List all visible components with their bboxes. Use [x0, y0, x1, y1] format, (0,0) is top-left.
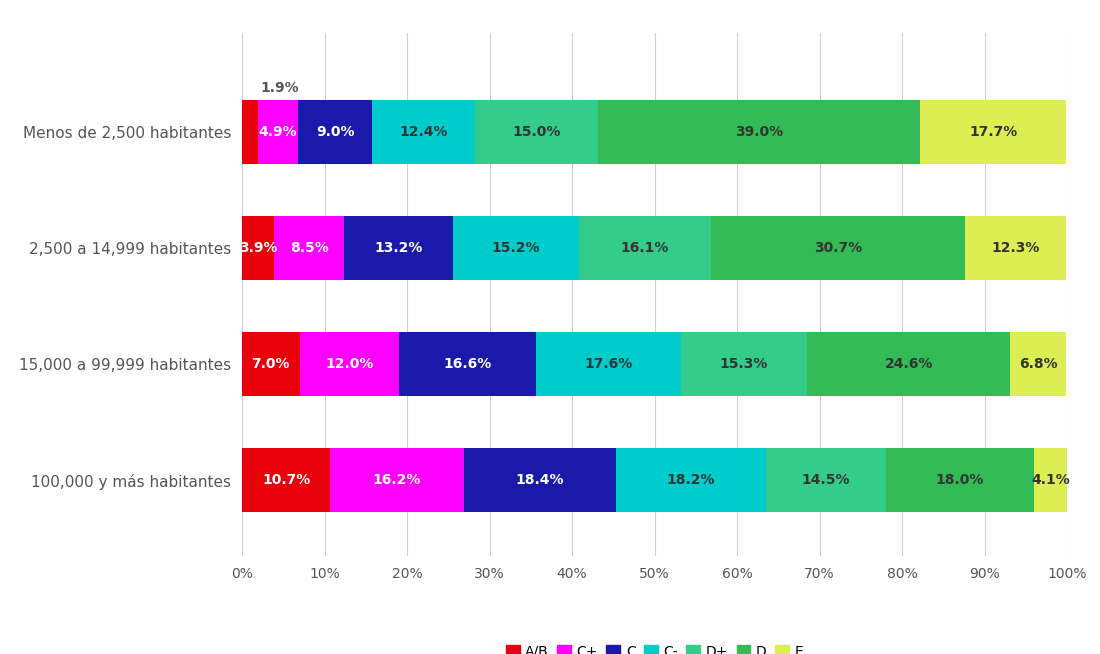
Bar [330, 449, 464, 512]
Bar [536, 332, 681, 396]
Bar [579, 216, 712, 280]
Bar [712, 216, 965, 280]
Bar [965, 216, 1066, 280]
Text: 15.3%: 15.3% [719, 357, 768, 371]
Text: 12.3%: 12.3% [991, 241, 1040, 255]
Text: 8.5%: 8.5% [290, 241, 329, 255]
Bar [274, 216, 344, 280]
Text: 16.2%: 16.2% [373, 473, 421, 487]
Text: 16.6%: 16.6% [443, 357, 492, 371]
Bar [298, 99, 372, 164]
Text: 24.6%: 24.6% [884, 357, 933, 371]
Text: 39.0%: 39.0% [735, 124, 783, 139]
Bar [299, 332, 398, 396]
Bar [807, 332, 1010, 396]
Bar [1034, 449, 1068, 512]
Text: 15.0%: 15.0% [513, 124, 561, 139]
Text: 18.4%: 18.4% [516, 473, 564, 487]
Bar [920, 99, 1066, 164]
Bar [1010, 332, 1066, 396]
Text: 17.6%: 17.6% [584, 357, 632, 371]
Bar [453, 216, 579, 280]
Bar [344, 216, 453, 280]
Text: 4.9%: 4.9% [258, 124, 297, 139]
Text: 4.1%: 4.1% [1032, 473, 1070, 487]
Bar [886, 449, 1034, 512]
Text: 14.5%: 14.5% [802, 473, 850, 487]
Text: 30.7%: 30.7% [814, 241, 862, 255]
Text: 18.2%: 18.2% [667, 473, 715, 487]
Bar [464, 449, 616, 512]
Text: 10.7%: 10.7% [262, 473, 310, 487]
Text: 15.2%: 15.2% [492, 241, 540, 255]
Text: 13.2%: 13.2% [375, 241, 422, 255]
Bar [475, 99, 598, 164]
Text: 3.9%: 3.9% [239, 241, 277, 255]
Bar [242, 332, 299, 396]
Legend: A/B, C+, C, C-, D+, D, E: A/B, C+, C, C-, D+, D, E [500, 639, 808, 654]
Bar [598, 99, 921, 164]
Bar [257, 99, 298, 164]
Bar [372, 99, 475, 164]
Bar [398, 332, 536, 396]
Bar [766, 449, 886, 512]
Bar [242, 216, 274, 280]
Bar [242, 449, 330, 512]
Text: 16.1%: 16.1% [620, 241, 669, 255]
Bar [681, 332, 807, 396]
Text: 7.0%: 7.0% [252, 357, 290, 371]
Text: 18.0%: 18.0% [936, 473, 983, 487]
Bar [242, 99, 257, 164]
Bar [616, 449, 766, 512]
Text: 9.0%: 9.0% [316, 124, 354, 139]
Text: 12.4%: 12.4% [399, 124, 448, 139]
Text: 17.7%: 17.7% [969, 124, 1018, 139]
Text: 1.9%: 1.9% [260, 81, 299, 95]
Text: 6.8%: 6.8% [1019, 357, 1057, 371]
Text: 12.0%: 12.0% [326, 357, 373, 371]
